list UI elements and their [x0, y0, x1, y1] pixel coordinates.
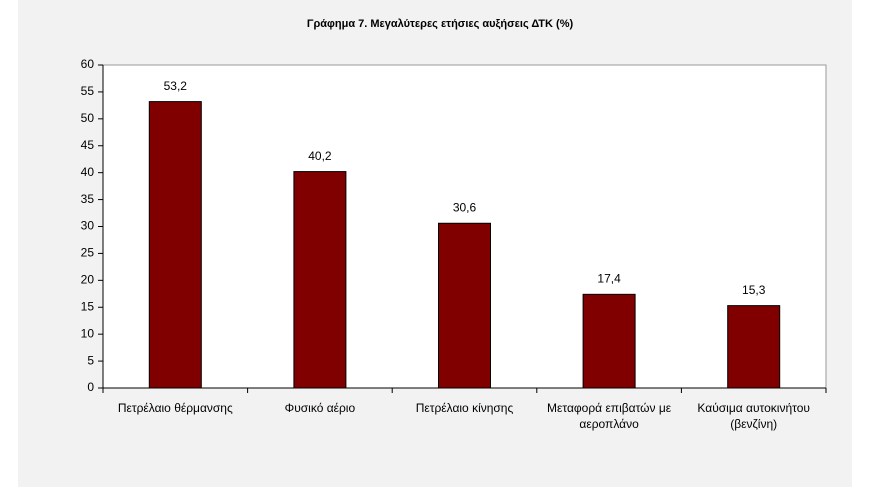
y-tick-label: 20 [81, 273, 95, 287]
y-tick-label: 45 [81, 138, 95, 152]
x-tick-label: Μεταφορά επιβατών με αεροπλάνο [547, 401, 672, 431]
y-tick-label: 40 [81, 165, 95, 179]
x-tick-label: Πετρέλαιο θέρμανσης [117, 401, 233, 415]
value-label: 30,6 [453, 200, 477, 214]
y-tick-label: 5 [87, 353, 94, 367]
y-tick-label: 25 [81, 246, 95, 260]
y-tick-label: 0 [87, 380, 94, 394]
x-tick-label: Πετρέλαιο κίνησης [415, 401, 514, 415]
value-label: 15,3 [742, 283, 766, 297]
value-label: 40,2 [308, 149, 332, 163]
y-tick-label: 50 [81, 111, 95, 125]
bar [727, 305, 781, 389]
x-tick-label: Φυσικό αέριο [284, 401, 356, 415]
y-tick-label: 15 [81, 299, 95, 313]
bar [438, 222, 491, 389]
x-tick-label: Καύσιμα αυτοκινήτου (βενζίνη) [697, 401, 810, 431]
y-tick-label: 35 [81, 192, 95, 206]
y-tick-label: 30 [81, 219, 95, 233]
chart-title: Γράφημα 7. Μεγαλύτερες ετήσιες αυξήσεις … [307, 18, 574, 30]
y-tick-label: 10 [81, 326, 95, 340]
bar [293, 171, 347, 389]
y-tick-label: 55 [81, 84, 95, 98]
y-tick-label: 60 [81, 57, 95, 71]
value-label: 17,4 [597, 272, 621, 286]
bar [148, 101, 202, 389]
value-label: 53,2 [164, 79, 188, 93]
bar [582, 293, 636, 389]
